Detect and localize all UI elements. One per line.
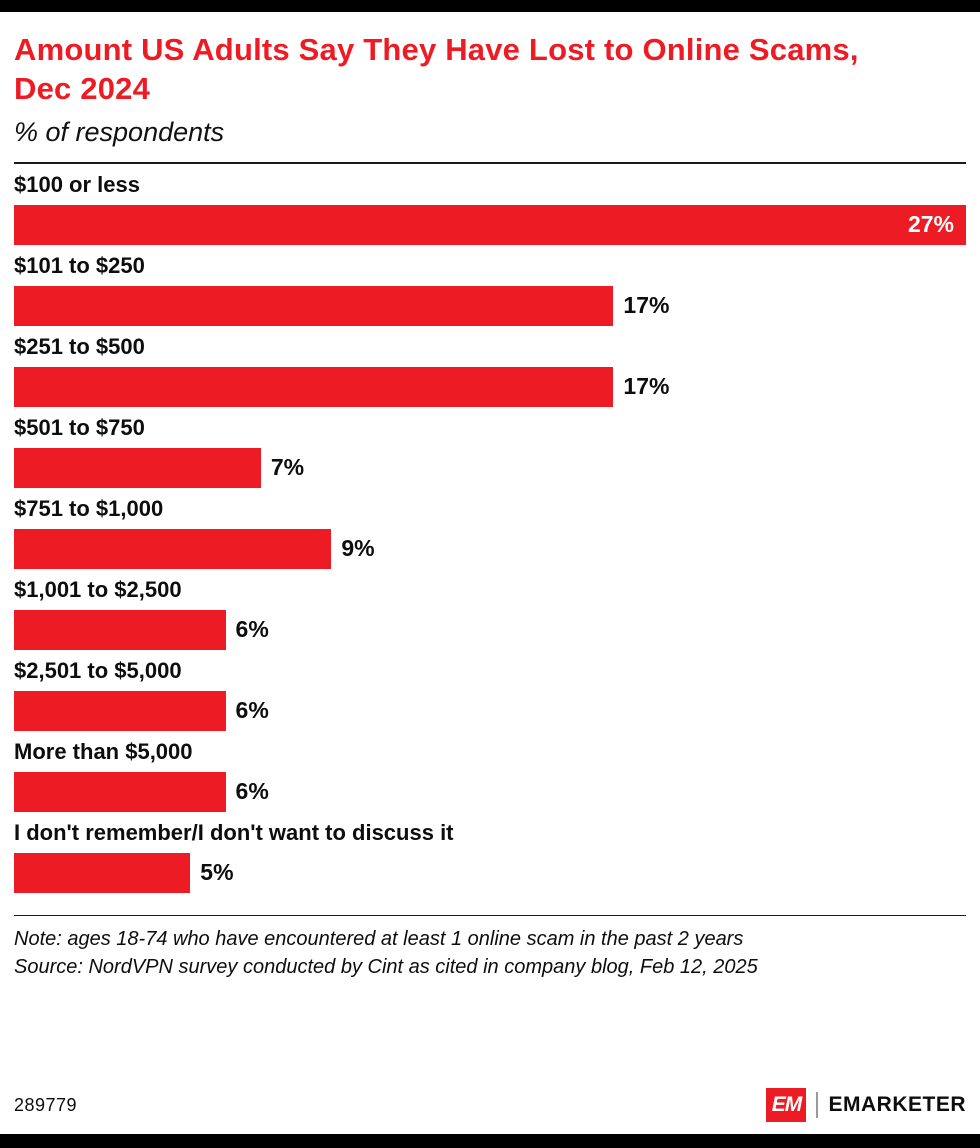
bar: [14, 528, 332, 569]
brand-name: EMARKETER: [828, 1093, 966, 1116]
category-label: $101 to $250: [14, 252, 145, 278]
value-label: 6%: [235, 616, 269, 643]
bar-row: $501 to $750 7%: [14, 415, 966, 488]
value-label: 17%: [623, 373, 670, 400]
bar-chart: $100 or less 27% $101 to $250 17% $251 to $5…: [14, 172, 966, 893]
bar: [14, 852, 191, 893]
category-label: I don't remember/I don't want to discuss…: [14, 819, 454, 845]
bar-row: $251 to $500 17%: [14, 334, 966, 407]
category-label: More than $5,000: [14, 738, 193, 764]
bar: 27%: [14, 204, 966, 245]
value-label: 17%: [623, 292, 670, 319]
value-label: 5%: [200, 859, 234, 886]
bar-row: $2,501 to $5,000 6%: [14, 658, 966, 731]
note-text: Note: ages 18-74 who have encountered at…: [14, 927, 744, 950]
emarketer-brand: EM EMARKETER: [766, 1088, 966, 1122]
bar-row: $101 to $250 17%: [14, 253, 966, 326]
bar-row: I don't remember/I don't want to discuss…: [14, 820, 966, 893]
chart-id: 289779: [14, 1094, 78, 1115]
bar-track: 6%: [14, 771, 966, 812]
bar-track: 9%: [14, 528, 966, 569]
chart-subtitle: % of respondents: [14, 116, 225, 147]
bar-track: 27%: [14, 204, 966, 245]
bar-track: 7%: [14, 447, 966, 488]
category-label: $251 to $500: [14, 333, 145, 359]
top-black-bar: [0, 0, 980, 12]
source-text: Source: NordVPN survey conducted by Cint…: [14, 956, 758, 979]
bar: [14, 609, 226, 650]
category-label: $751 to $1,000: [14, 495, 164, 521]
value-label: 9%: [341, 535, 375, 562]
value-label: 6%: [235, 697, 269, 724]
chart-content: Amount US Adults Say They Have Lost to O…: [0, 12, 980, 1078]
value-label: 27%: [907, 211, 954, 238]
category-label: $2,501 to $5,000: [14, 657, 182, 683]
footnotes: Note: ages 18-74 who have encountered at…: [14, 914, 966, 982]
category-label: $100 or less: [14, 171, 140, 197]
bar-row: $751 to $1,000 9%: [14, 496, 966, 569]
bar: [14, 447, 261, 488]
bar-track: 17%: [14, 285, 966, 326]
brand-divider: [816, 1092, 819, 1118]
emarketer-logo-icon: EM: [766, 1088, 807, 1122]
bar-track: 5%: [14, 852, 966, 893]
bottom-black-bar: [0, 1134, 980, 1148]
bar: [14, 771, 226, 812]
bar-row: $100 or less 27%: [14, 172, 966, 245]
value-label: 7%: [270, 454, 305, 481]
bar-track: 17%: [14, 366, 966, 407]
title-divider: [14, 161, 966, 164]
chart-title: Amount US Adults Say They Have Lost to O…: [14, 32, 859, 107]
bar: [14, 690, 226, 731]
bar: [14, 285, 614, 326]
value-label: 6%: [235, 778, 269, 805]
bar: [14, 366, 614, 407]
bar-track: 6%: [14, 609, 966, 650]
category-label: $1,001 to $2,500: [14, 576, 182, 602]
bar-row: $1,001 to $2,500 6%: [14, 577, 966, 650]
bar-track: 6%: [14, 690, 966, 731]
chart-footer: 289779 EM EMARKETER: [0, 1078, 980, 1134]
category-label: $501 to $750: [14, 414, 145, 440]
bar-row: More than $5,000 6%: [14, 739, 966, 812]
